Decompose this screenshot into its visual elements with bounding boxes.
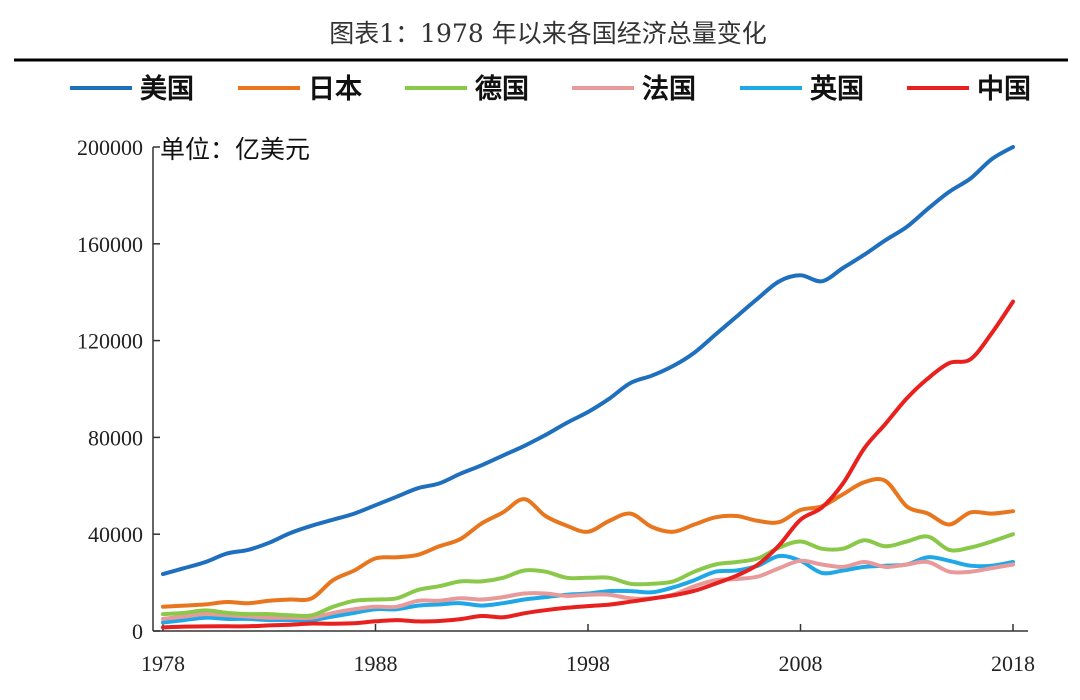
legend-item: 美国	[70, 73, 194, 105]
x-tick-label: 1978	[141, 651, 185, 676]
legend-label: 中国	[977, 74, 1031, 105]
legend-item: 英国	[740, 74, 864, 105]
legend-label: 英国	[810, 74, 864, 105]
x-tick-label: 2018	[991, 651, 1035, 676]
series-line-3	[161, 558, 1015, 621]
legend: 美国 日本 德国 法国 英国 中国	[70, 73, 1031, 105]
series-line-2	[161, 532, 1015, 618]
legend-label: 德国	[475, 74, 529, 105]
y-tick-label: 120000	[77, 329, 143, 354]
series-lines	[161, 145, 1015, 630]
unit-label: 单位：亿美元	[160, 135, 310, 164]
chart-title: 图表1：1978 年以来各国经济总量变化	[329, 19, 766, 48]
legend-item: 德国	[405, 74, 529, 105]
series-line-0	[161, 145, 1015, 577]
legend-item: 日本	[238, 74, 362, 105]
series-line-1	[161, 477, 1015, 609]
axes: 0 40000 80000 120000 160000 200000 1978 1988 199…	[77, 135, 1035, 676]
legend-item: 法国	[572, 74, 696, 105]
y-tick-label: 200000	[77, 135, 143, 160]
y-tick-label: 80000	[88, 425, 143, 450]
legend-item: 中国	[907, 74, 1031, 105]
x-tick-label: 1998	[566, 651, 610, 676]
x-tick-label: 2008	[779, 651, 823, 676]
legend-label: 美国	[140, 73, 194, 105]
x-tick-label: 1988	[354, 651, 398, 676]
y-tick-label: 0	[132, 619, 143, 644]
series-line-5	[161, 299, 1015, 630]
y-tick-label: 160000	[77, 232, 143, 257]
legend-label: 日本	[308, 74, 362, 105]
legend-label: 法国	[642, 74, 696, 105]
y-tick-label: 40000	[88, 522, 143, 547]
